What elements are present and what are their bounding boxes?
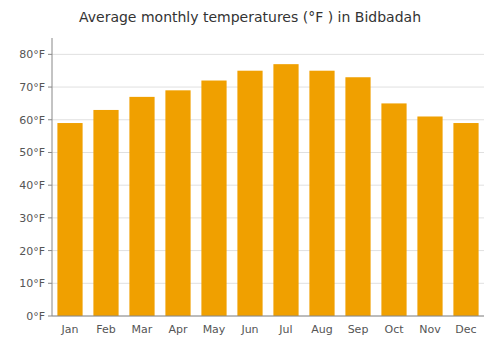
x-tick-label: Apr <box>168 323 188 336</box>
x-tick-label: Mar <box>132 323 153 336</box>
y-tick-label: 10°F <box>19 277 45 290</box>
x-tick-label: Jan <box>61 323 79 336</box>
chart-container: Average monthly temperatures (°F ) in Bi… <box>0 0 500 350</box>
bar <box>309 71 334 316</box>
y-tick <box>48 217 52 218</box>
y-tick-label: 50°F <box>19 146 45 159</box>
y-tick-label: 0°F <box>26 310 45 323</box>
y-tick-label: 30°F <box>19 212 45 225</box>
grid <box>52 54 484 316</box>
y-axis-line <box>52 38 53 316</box>
x-axis-line <box>52 316 484 317</box>
bar <box>129 97 154 316</box>
y-tick <box>48 54 52 55</box>
x-tick-label: Oct <box>384 323 404 336</box>
y-tick <box>48 283 52 284</box>
y-tick <box>48 87 52 88</box>
y-tick-label: 40°F <box>19 179 45 192</box>
bar <box>381 103 406 316</box>
bar <box>345 77 370 316</box>
bar <box>273 64 298 316</box>
title: Average monthly temperatures (°F ) in Bi… <box>79 9 421 25</box>
y-tick <box>48 185 52 186</box>
y-tick-label: 80°F <box>19 48 45 61</box>
x-tick-label: Feb <box>96 323 115 336</box>
y-tick <box>48 119 52 120</box>
bar <box>237 71 262 316</box>
grid-line <box>52 316 484 317</box>
x-tick-label: Jul <box>278 323 292 336</box>
y-tick <box>48 250 52 251</box>
bar <box>93 110 118 316</box>
bar <box>57 123 82 316</box>
bar <box>453 123 478 316</box>
x-axis: Jan Feb Mar Apr May Jun Jul Aug Sep Oct Nov Dec <box>52 316 484 336</box>
y-axis: 0°F 10°F 20°F 30°F 40°F 50°F 60°F 70°F 80°F <box>19 38 52 323</box>
chart: Average monthly temperatures (°F ) in Bi… <box>0 0 500 350</box>
grid-line <box>52 87 484 88</box>
bar <box>417 116 442 316</box>
x-tick-label: Nov <box>419 323 441 336</box>
y-tick-label: 70°F <box>19 81 45 94</box>
x-tick-label: Aug <box>311 323 332 336</box>
bars <box>57 64 478 316</box>
bar <box>165 90 190 316</box>
y-tick-label: 60°F <box>19 114 45 127</box>
x-tick-label: Dec <box>455 323 476 336</box>
bar <box>201 81 226 316</box>
x-tick-label: Sep <box>348 323 369 336</box>
grid-line <box>52 54 484 55</box>
y-tick <box>48 316 52 317</box>
y-tick-label: 20°F <box>19 245 45 258</box>
y-tick <box>48 152 52 153</box>
x-tick-label: Jun <box>240 323 258 336</box>
x-tick-label: May <box>203 323 226 336</box>
